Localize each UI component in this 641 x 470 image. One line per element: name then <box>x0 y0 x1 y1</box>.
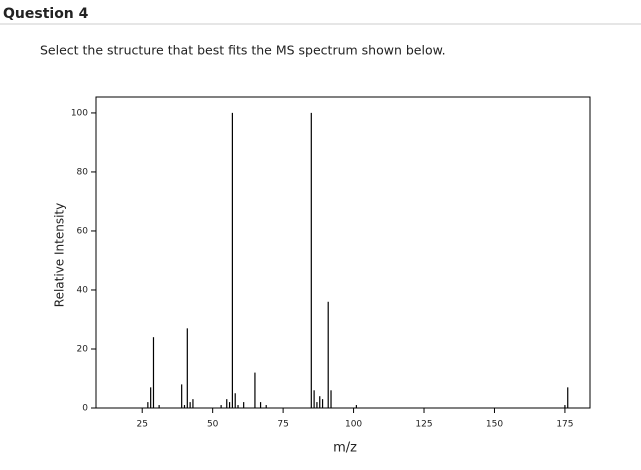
y-axis-label: Relative Intensity <box>53 203 67 307</box>
question-text: Select the structure that best fits the … <box>40 43 446 58</box>
x-axis-label: m/z <box>333 441 357 456</box>
x-tick-label: 150 <box>486 420 503 430</box>
x-tick-label: 125 <box>415 420 432 430</box>
plot-frame <box>95 96 591 409</box>
x-tick-label: 25 <box>136 420 147 430</box>
question-title: Question 4 <box>3 6 89 22</box>
y-tick-label: 40 <box>77 285 89 295</box>
y-tick-label: 60 <box>77 226 89 236</box>
x-tick-label: 175 <box>556 420 573 430</box>
y-tick-label: 100 <box>71 108 88 118</box>
y-tick-label: 80 <box>77 167 89 177</box>
y-tick-label: 0 <box>82 404 88 414</box>
x-tick-label: 50 <box>207 420 219 430</box>
x-tick-label: 100 <box>345 420 362 430</box>
x-tick-label: 75 <box>277 420 288 430</box>
y-tick-label: 20 <box>77 344 89 354</box>
